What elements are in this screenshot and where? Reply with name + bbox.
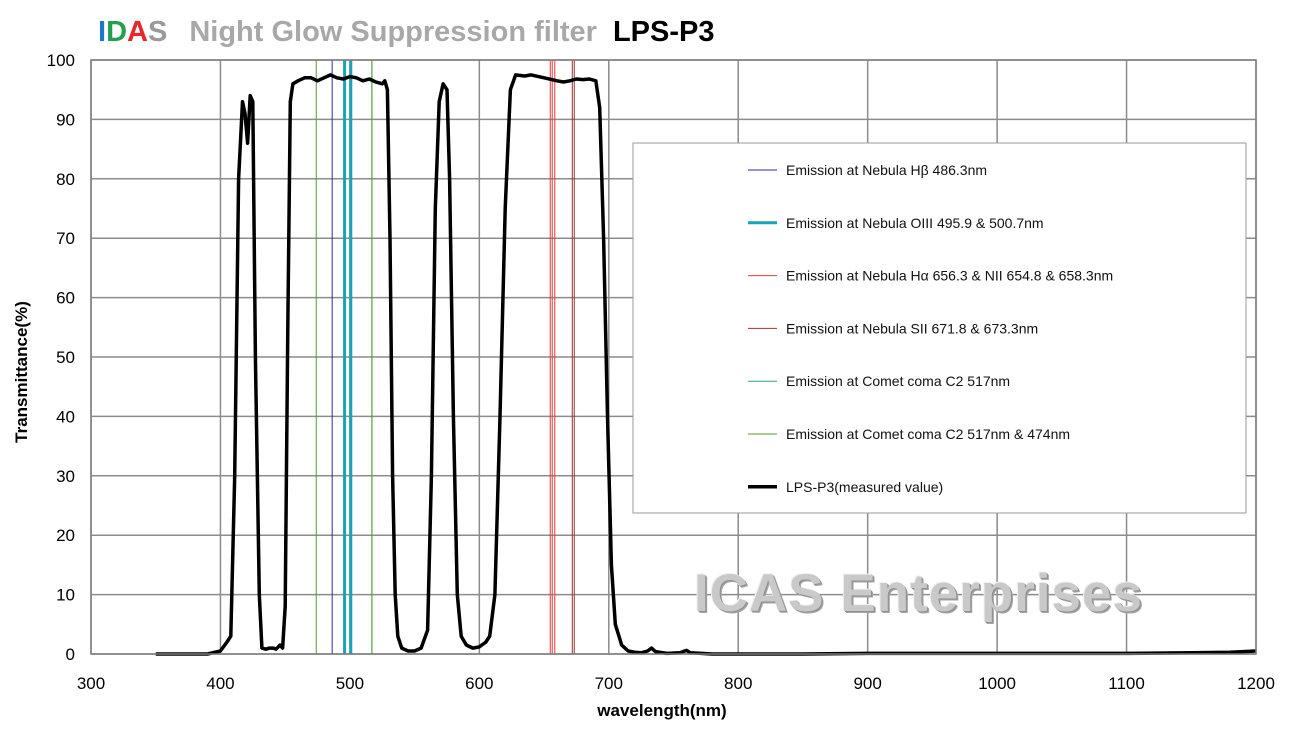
x-tick-label: 1000 [978, 674, 1016, 693]
x-tick-label: 300 [77, 674, 105, 693]
brand-letter-i: I [98, 16, 107, 48]
legend-box [632, 142, 1247, 514]
legend-label: Emission at Comet coma C2 517nm [786, 373, 1010, 389]
legend-label: Emission at Nebula OIII 495.9 & 500.7nm [786, 215, 1044, 231]
chart-subtitle: Night Glow Suppression filter [189, 16, 597, 48]
filter-model: LPS-P3 [612, 16, 715, 48]
x-tick-label: 600 [465, 674, 493, 693]
y-tick-label: 80 [56, 170, 75, 189]
x-tick-label: 900 [853, 674, 881, 693]
x-tick-label: 700 [595, 674, 623, 693]
legend-label: Emission at Comet coma C2 517nm & 474nm [786, 426, 1070, 442]
chart-title: IDAS Night Glow Suppression filter LPS-P3 [98, 14, 714, 50]
y-tick-label: 30 [56, 467, 75, 486]
x-tick-label: 500 [336, 674, 364, 693]
legend-label: Emission at Nebula Hα 656.3 & NII 654.8 … [786, 268, 1113, 284]
legend-label: Emission at Nebula Hβ 486.3nm [786, 162, 987, 178]
x-tick-label: 800 [724, 674, 752, 693]
y-tick-label: 10 [56, 586, 75, 605]
y-axis-label: Transmittance(%) [12, 301, 31, 443]
x-tick-label: 1200 [1237, 674, 1275, 693]
legend-label: LPS-P3(measured value) [786, 479, 943, 495]
y-tick-label: 50 [56, 348, 75, 367]
series-line-lps-p3 [155, 73, 1257, 656]
y-tick-label: 90 [56, 110, 75, 129]
x-tick-label: 400 [206, 674, 234, 693]
y-tick-label: 40 [56, 407, 75, 426]
x-axis-label: wavelength(nm) [596, 701, 726, 720]
legend: Emission at Nebula Hβ 486.3nm Emission at… [632, 142, 1247, 514]
brand-letter-s: S [147, 16, 168, 48]
emission-lines [315, 60, 575, 654]
y-tick-labels: 0 10 20 30 40 50 60 70 80 90 100 [47, 51, 75, 664]
plot-frame [90, 59, 1257, 655]
y-tick-label: 60 [56, 289, 75, 308]
x-tick-label: 1100 [1108, 674, 1145, 693]
legend-label: Emission at Nebula SII 671.8 & 673.3nm [786, 320, 1038, 336]
x-tick-labels: 300 400 500 600 700 800 900 1000 1100 1200 [77, 674, 1275, 693]
watermark: ICAS Enterprises [694, 564, 1143, 623]
brand-letter-d: D [106, 16, 128, 48]
y-tick-label: 70 [56, 229, 75, 248]
y-tick-label: 0 [66, 645, 75, 664]
brand-letter-a: A [127, 16, 148, 48]
y-tick-label: 20 [56, 526, 75, 545]
y-tick-label: 100 [47, 51, 75, 70]
